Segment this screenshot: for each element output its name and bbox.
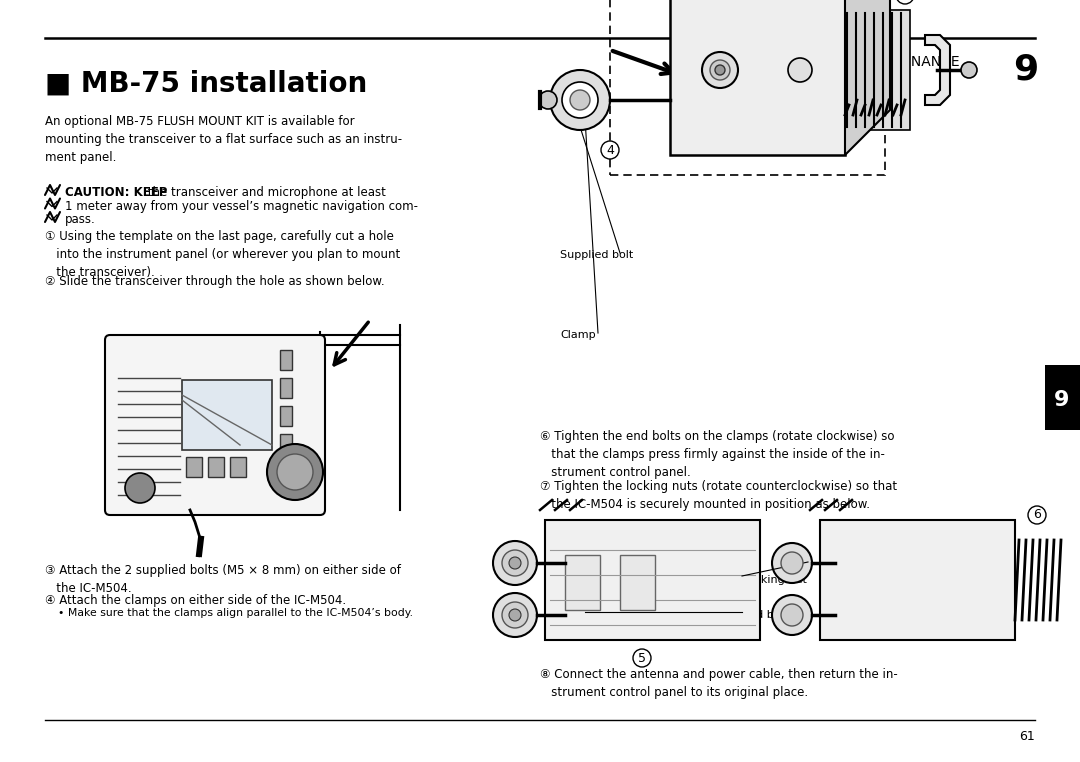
Circle shape [502, 602, 528, 628]
Circle shape [788, 58, 812, 82]
Bar [280, 434, 292, 454]
Bar [670, 0, 845, 155]
FancyBboxPatch shape [105, 335, 325, 515]
Circle shape [772, 543, 812, 583]
Bar [186, 457, 202, 477]
Circle shape [550, 70, 610, 130]
Text: ■ MB-75 installation: ■ MB-75 installation [45, 70, 367, 98]
Circle shape [502, 550, 528, 576]
Text: pass.: pass. [65, 213, 96, 226]
Circle shape [702, 52, 738, 88]
Bar [280, 406, 292, 426]
Text: ⑥ Tighten the end bolts on the clamps (rotate clockwise) so
   that the clamps p: ⑥ Tighten the end bolts on the clamps (r… [540, 430, 894, 479]
Text: ③ Attach the 2 supplied bolts (M5 × 8 mm) on either side of
   the IC-M504.: ③ Attach the 2 supplied bolts (M5 × 8 mm… [45, 564, 401, 595]
Text: 9: 9 [1013, 52, 1038, 86]
Bar [545, 520, 760, 640]
Circle shape [562, 82, 598, 118]
Circle shape [492, 593, 537, 637]
Bar [280, 350, 292, 370]
Text: ① Using the template on the last page, carefully cut a hole
   into the instrume: ① Using the template on the last page, c… [45, 230, 401, 279]
Text: Supplied bolt: Supplied bolt [561, 250, 633, 260]
Bar [845, 10, 910, 130]
Bar [183, 380, 272, 450]
Text: ⑧ Connect the antenna and power cable, then return the in-
   strument control p: ⑧ Connect the antenna and power cable, t… [540, 668, 897, 699]
Text: 4: 4 [901, 0, 909, 2]
Text: End bolt: End bolt [742, 610, 788, 620]
Circle shape [492, 541, 537, 585]
Polygon shape [924, 35, 950, 105]
Bar [565, 555, 600, 610]
Polygon shape [845, 0, 890, 155]
Circle shape [276, 454, 313, 490]
Text: CONNECTIONS AND MAINTENANCE: CONNECTIONS AND MAINTENANCE [716, 55, 960, 69]
Circle shape [781, 604, 804, 626]
Text: 6: 6 [1034, 508, 1041, 521]
Text: ⑦ Tighten the locking nuts (rotate counterclockwise) so that
   the IC-M504 is s: ⑦ Tighten the locking nuts (rotate count… [540, 480, 897, 511]
Text: Clamp: Clamp [561, 330, 596, 340]
Text: 4: 4 [606, 143, 613, 156]
Circle shape [570, 90, 590, 110]
Text: An optional MB-75 FLUSH MOUNT KIT is available for
mounting the transceiver to a: An optional MB-75 FLUSH MOUNT KIT is ava… [45, 115, 402, 164]
Circle shape [961, 62, 977, 78]
Circle shape [710, 60, 730, 80]
Circle shape [509, 609, 521, 621]
Circle shape [781, 552, 804, 574]
Circle shape [772, 595, 812, 635]
Text: • Make sure that the clamps align parallel to the IC-M504’s body.: • Make sure that the clamps align parall… [58, 608, 413, 618]
Circle shape [267, 444, 323, 500]
Text: the transceiver and microphone at least: the transceiver and microphone at least [144, 186, 386, 199]
Circle shape [715, 65, 725, 75]
Circle shape [539, 91, 557, 109]
Text: 61: 61 [1020, 730, 1035, 743]
Text: 1 meter away from your vessel’s magnetic navigation com-: 1 meter away from your vessel’s magnetic… [65, 200, 418, 213]
Bar [820, 520, 1015, 640]
Circle shape [125, 473, 156, 503]
Bar [620, 555, 654, 610]
Text: Locking nut: Locking nut [742, 575, 807, 585]
Text: 5: 5 [638, 652, 646, 664]
Text: ② Slide the transceiver through the hole as shown below.: ② Slide the transceiver through the hole… [45, 275, 384, 288]
Bar [1045, 365, 1080, 430]
Bar [280, 378, 292, 398]
Text: CAUTION: KEEP: CAUTION: KEEP [65, 186, 167, 199]
Bar [230, 457, 246, 477]
Text: ④ Attach the clamps on either side of the IC-M504.: ④ Attach the clamps on either side of th… [45, 594, 346, 607]
Text: 9: 9 [1054, 390, 1069, 410]
Circle shape [509, 557, 521, 569]
Bar [208, 457, 224, 477]
